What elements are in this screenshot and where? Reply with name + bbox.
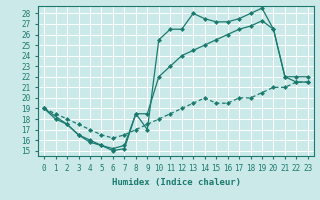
- X-axis label: Humidex (Indice chaleur): Humidex (Indice chaleur): [111, 178, 241, 187]
